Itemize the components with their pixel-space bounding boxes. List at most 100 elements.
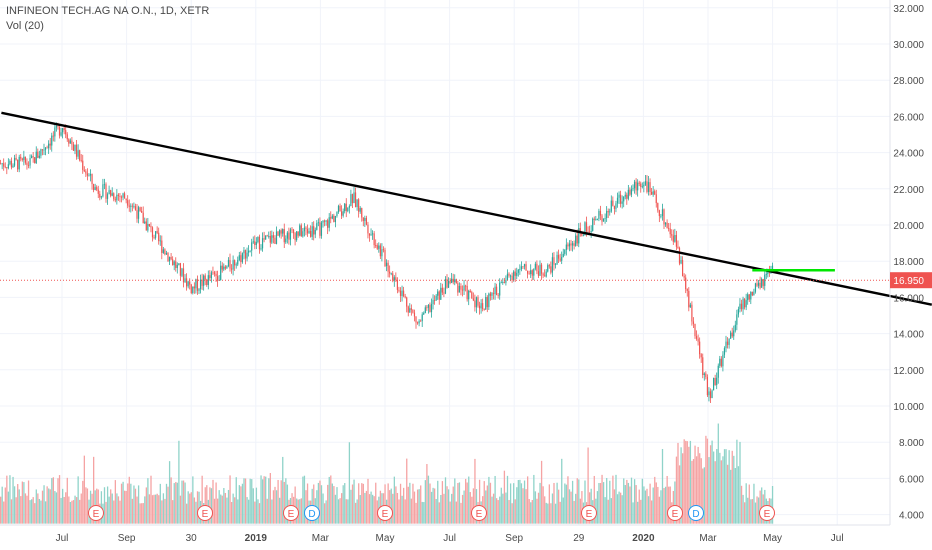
volume-bar <box>286 484 289 524</box>
earnings-marker[interactable]: E <box>759 505 775 521</box>
volume-bar <box>692 459 695 524</box>
candle-body <box>168 257 171 262</box>
candle-body <box>451 278 453 283</box>
volume-bar <box>756 496 758 524</box>
volume-bar <box>598 483 600 524</box>
marker-circle <box>759 505 775 521</box>
candle-body <box>286 232 288 239</box>
candle-body <box>418 320 420 324</box>
candle-body <box>162 249 164 253</box>
dividend-marker[interactable]: D <box>688 505 704 521</box>
candle-body <box>68 139 70 144</box>
y-tick-label: 28.000 <box>893 76 924 87</box>
volume-bar <box>134 488 137 524</box>
candle-body <box>89 174 92 176</box>
candle-body <box>478 305 481 309</box>
volume-bar <box>584 480 586 524</box>
candle-body <box>385 262 388 267</box>
volume-bar <box>483 481 485 524</box>
candle-body <box>589 231 591 233</box>
marker-circle <box>688 505 704 521</box>
volume-bar <box>237 499 239 524</box>
candle-body <box>322 220 324 223</box>
candle-body <box>127 200 129 206</box>
volume-bar <box>142 503 144 524</box>
candle-body <box>728 338 730 345</box>
volume-bar <box>553 482 555 524</box>
candle-body <box>333 215 335 223</box>
candle-body <box>401 290 403 296</box>
candle-body <box>285 238 287 243</box>
candle-body <box>0 163 2 165</box>
volume-bar <box>601 474 603 524</box>
candle-body <box>720 358 722 367</box>
candle-body <box>254 241 256 246</box>
volume-bar <box>669 486 671 524</box>
candle-body <box>13 157 16 166</box>
volume-bar <box>277 479 279 524</box>
candle-body <box>198 289 200 291</box>
dividend-marker[interactable]: D <box>304 505 320 521</box>
volume-bar <box>691 460 693 524</box>
volume-bar <box>406 458 408 524</box>
earnings-marker[interactable]: E <box>88 505 104 521</box>
volume-bar <box>771 486 774 524</box>
candle-body <box>399 290 402 296</box>
candle-body <box>55 125 57 128</box>
volume-bar <box>513 483 515 524</box>
price-candles[interactable] <box>0 122 774 404</box>
earnings-marker[interactable]: E <box>667 505 683 521</box>
candle-body <box>630 189 633 195</box>
marker-circle <box>88 505 104 521</box>
y-tick-label: 26.000 <box>893 112 924 123</box>
trendline-drawing[interactable] <box>1 111 932 306</box>
volume-bar <box>565 484 568 524</box>
candle-body <box>117 194 119 196</box>
earnings-marker[interactable]: E <box>471 505 487 521</box>
volume-bar <box>731 450 733 524</box>
earnings-marker[interactable]: E <box>377 505 393 521</box>
candle-body <box>609 211 611 213</box>
earnings-marker[interactable]: E <box>197 505 213 521</box>
candle-body <box>241 253 243 263</box>
candle-body <box>578 228 580 244</box>
earnings-marker[interactable]: E <box>581 505 597 521</box>
price-axis[interactable]: 32.000 30.000 28.000 26.000 24.000 22.000 20.0… <box>889 0 924 525</box>
volume-bar <box>122 481 124 524</box>
volume-bar <box>440 494 442 524</box>
candle-body <box>756 283 758 286</box>
candle-body <box>754 283 757 292</box>
earnings-marker[interactable]: E <box>283 505 299 521</box>
volume-bar <box>137 485 140 524</box>
candle-body <box>235 264 237 266</box>
volume-bar <box>367 478 369 524</box>
volume-bar <box>688 446 690 524</box>
volume-bar <box>660 490 662 524</box>
time-axis[interactable]: Jul Sep 30 2019 Mar May Jul Sep 29 2020 Mar May Jul <box>0 524 890 544</box>
volume-bar <box>750 499 752 524</box>
marker-circle <box>197 505 213 521</box>
candle-body <box>748 294 750 300</box>
candle-body <box>455 279 457 284</box>
candle-body <box>719 358 721 366</box>
candle-body <box>612 200 614 206</box>
volume-bar <box>489 482 492 524</box>
candle-body <box>623 196 625 202</box>
candle-body <box>52 135 54 137</box>
volume-bar <box>82 480 84 524</box>
volume-bar <box>370 491 372 524</box>
volume-bar <box>474 458 476 524</box>
volume-bar <box>350 489 352 524</box>
volume-bar <box>666 475 668 524</box>
candle-body <box>434 300 436 301</box>
volume-bar <box>609 480 611 524</box>
volume-bar <box>275 490 278 524</box>
candle-body <box>65 130 67 135</box>
candle-body <box>551 257 553 273</box>
candle-body <box>559 258 561 261</box>
volume-bar <box>34 503 36 524</box>
drawing-overlays[interactable] <box>0 111 932 306</box>
volume-bar <box>460 502 462 524</box>
